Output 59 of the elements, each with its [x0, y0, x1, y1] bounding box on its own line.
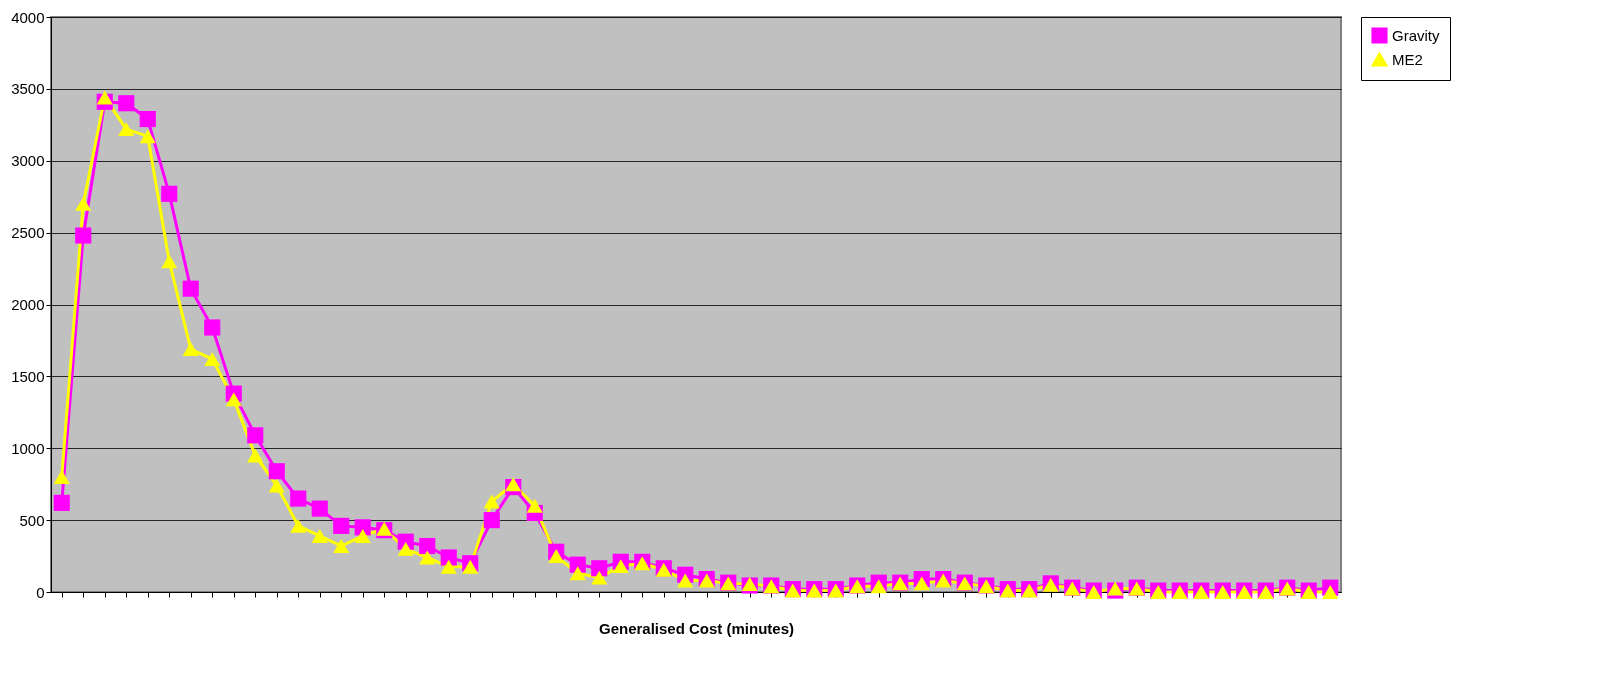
point [419, 537, 436, 555]
point [354, 519, 371, 536]
point [53, 494, 70, 511]
point [1322, 585, 1339, 599]
point [311, 500, 328, 517]
point [569, 566, 586, 581]
y-tick-label: 2500 [11, 224, 45, 242]
point [612, 559, 629, 574]
y-tick-label: 3500 [11, 80, 45, 98]
legend-label: ME2 [1392, 50, 1423, 68]
point [354, 528, 371, 543]
point [204, 319, 221, 336]
point [290, 490, 307, 507]
point [548, 549, 565, 564]
y-tick-label: 1000 [11, 439, 45, 457]
point [182, 280, 199, 297]
point [75, 196, 92, 211]
point [462, 559, 479, 574]
point [333, 517, 350, 534]
point [419, 550, 436, 565]
point [440, 559, 457, 574]
y-tick-label: 3000 [11, 152, 45, 170]
point [139, 129, 156, 144]
point [483, 494, 500, 509]
point [268, 478, 285, 493]
point [204, 352, 221, 367]
point [161, 185, 178, 202]
y-tick-label: 500 [19, 511, 45, 529]
y-tick-label: 4000 [11, 8, 45, 26]
point [677, 573, 694, 588]
point [311, 528, 328, 543]
point [118, 95, 135, 112]
point [247, 427, 264, 444]
point [139, 111, 156, 128]
x-axis-title: Generalised Cost (minutes) [598, 619, 795, 637]
y-tick-label: 0 [36, 583, 45, 601]
point [591, 560, 608, 577]
point [913, 576, 930, 591]
y-tick-label: 2000 [11, 296, 45, 313]
point [397, 541, 414, 556]
point [247, 448, 264, 463]
point [870, 579, 887, 594]
y-tick-label: 1500 [11, 367, 45, 385]
point [118, 122, 135, 137]
point [333, 539, 350, 553]
point [225, 392, 242, 407]
point [526, 498, 543, 513]
point [182, 342, 199, 357]
legend-label: Gravity [1392, 26, 1440, 44]
point [440, 549, 457, 566]
point [483, 512, 500, 529]
point [161, 254, 178, 269]
point [268, 463, 285, 480]
point [75, 227, 92, 244]
point [591, 570, 608, 585]
point [505, 477, 522, 492]
point [290, 518, 307, 533]
point [53, 470, 70, 484]
point [96, 90, 113, 105]
